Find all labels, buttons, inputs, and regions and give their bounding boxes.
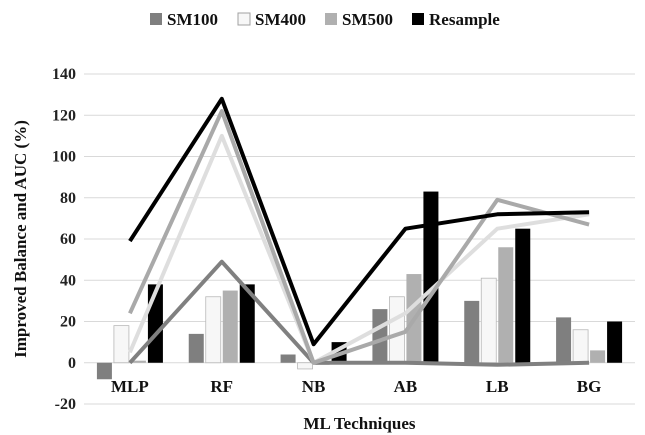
y-tick-label: 140 (52, 66, 76, 83)
x-category-label: BG (577, 377, 602, 396)
legend-swatch (237, 12, 251, 26)
y-tick-label: 20 (60, 314, 76, 331)
line-sm100 (128, 259, 590, 367)
y-axis-title: Improved Balance and AUC (%) (11, 120, 30, 358)
bars (96, 191, 623, 380)
bar-sm400-bg (572, 329, 589, 364)
x-category-label: NB (302, 377, 326, 396)
x-category-label: LB (486, 377, 509, 396)
line-sm500 (128, 109, 590, 365)
legend-swatch (325, 13, 337, 25)
bar-sm100-ab (372, 309, 388, 363)
bar-resample-bg (607, 321, 623, 363)
bar-sm500-bg (590, 350, 606, 363)
bar-sm400-ab (389, 296, 405, 364)
x-category-label: AB (394, 377, 418, 396)
bar-sm400-nb (297, 362, 313, 370)
x-axis-categories: MLP RF NB AB LB BG (111, 377, 601, 396)
y-tick-label: -20 (55, 396, 76, 413)
bar-sm500-lb (498, 247, 514, 363)
bar-resample-ab (423, 191, 439, 363)
y-tick-label: 100 (52, 149, 76, 166)
y-tick-label: 60 (60, 231, 76, 248)
legend-label: SM100 (167, 10, 218, 29)
gridlines (84, 73, 635, 405)
bar-sm100-mlp (96, 362, 112, 380)
x-category-label: RF (210, 377, 233, 396)
y-tick-label: 40 (60, 272, 76, 289)
bar-sm500-rf (222, 290, 238, 363)
bar-sm100-lb (464, 300, 480, 363)
bar-sm100-nb (280, 354, 296, 363)
legend-swatch (150, 13, 162, 25)
line-resample (128, 96, 590, 347)
line-sm400 (128, 133, 590, 365)
bar-resample-rf (239, 284, 255, 363)
bar-sm400-lb (480, 277, 497, 364)
y-tick-label: 80 (60, 190, 76, 207)
series-lines (128, 96, 590, 367)
bar-resample-lb (515, 228, 531, 363)
legend-swatch (412, 13, 424, 25)
legend-label: Resample (429, 10, 500, 29)
x-category-label: MLP (111, 377, 149, 396)
y-axis-ticks: -20 0 20 40 60 80 100 120 140 (52, 66, 76, 413)
bar-sm500-mlp (130, 360, 146, 363)
legend: SM100 SM400 SM500 Resample (150, 10, 500, 29)
bar-sm100-bg (556, 317, 572, 363)
y-tick-label: 0 (68, 355, 76, 372)
bar-sm400-mlp (113, 325, 130, 364)
y-tick-label: 120 (52, 107, 76, 124)
bar-sm400-rf (205, 296, 222, 364)
x-axis-title: ML Techniques (304, 414, 416, 433)
bar-sm100-rf (188, 333, 204, 363)
legend-label: SM500 (342, 10, 393, 29)
legend-label: SM400 (255, 10, 306, 29)
